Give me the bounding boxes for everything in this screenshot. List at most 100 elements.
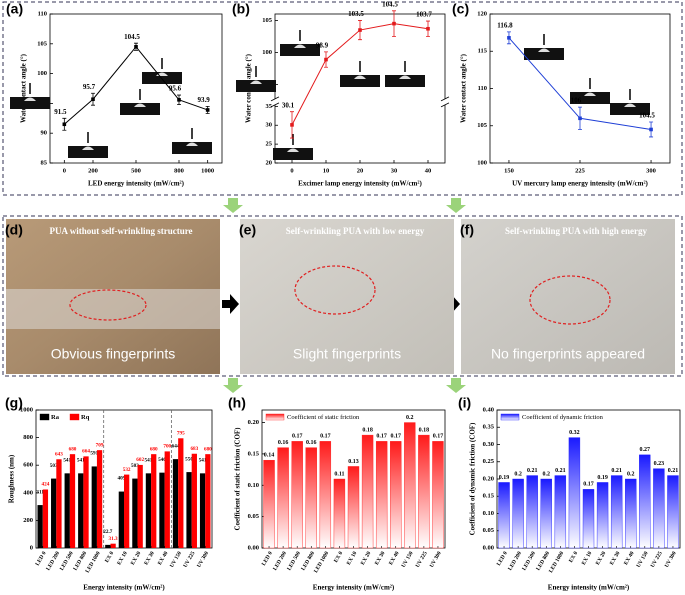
x-tick-label: UV 300	[429, 550, 443, 568]
x-tick-label: UV 300	[196, 550, 210, 568]
point	[358, 28, 362, 32]
value-label: 0.27	[640, 447, 651, 453]
value-label: 311	[36, 489, 44, 495]
value-label: 104.5	[382, 0, 398, 8]
fingerprint-highlight	[69, 289, 147, 321]
value-label: 680	[150, 446, 158, 452]
bar	[178, 438, 184, 548]
y-tick-label: 0.05	[248, 513, 260, 520]
bar	[164, 451, 170, 548]
y-tick-label: 105	[37, 40, 48, 47]
value-label: 93.9	[198, 96, 211, 104]
bar	[42, 489, 49, 548]
x-axis-label: Energy intensity (mW/cm²)	[548, 584, 630, 592]
value-label: 0.21	[527, 468, 538, 474]
value-label: 0.17	[292, 434, 303, 440]
bar	[277, 447, 289, 549]
y-tick-label: 90	[41, 130, 48, 137]
y-tick-label: 100	[37, 70, 47, 77]
bar	[186, 472, 192, 548]
bar	[361, 434, 374, 549]
x-tick-label: EX 40	[157, 550, 170, 566]
value-label: 664	[82, 449, 90, 455]
bar	[526, 475, 538, 549]
x-tick-label: 1000	[201, 167, 214, 174]
value-label: 104.5	[124, 33, 140, 41]
value-label: 106	[571, 97, 582, 105]
point	[62, 122, 67, 127]
value-label: 0.14	[264, 453, 275, 459]
value-label: 0.17	[390, 434, 401, 440]
bar	[667, 475, 679, 549]
value-label: 104.5	[639, 112, 655, 120]
value-label: 0.18	[362, 427, 373, 433]
y-tick-label: 0.30	[483, 441, 494, 448]
value-label: 683	[190, 446, 198, 452]
x-tick-label: UV 150	[401, 550, 415, 568]
y-axis-label: Coefficient of static friction (COF)	[234, 427, 242, 531]
y-tick-label: 110	[478, 85, 487, 92]
panel-label: (h)	[228, 395, 246, 411]
y-tick-label: 0.10	[248, 482, 259, 489]
bar	[653, 468, 665, 549]
value-label: 0.2	[627, 471, 635, 477]
bar	[596, 482, 609, 549]
y-tick-label: 115	[478, 48, 488, 55]
y-axis-label: Roughness (nm)	[8, 454, 16, 503]
value-label: 550	[185, 456, 193, 462]
bar	[151, 454, 157, 548]
y-tick-label: 0.00	[248, 544, 259, 551]
x-tick-label: EX 10	[346, 550, 359, 566]
bar	[347, 466, 360, 549]
value-label: 98.9	[316, 41, 329, 49]
x-tick-label: EX 0	[568, 550, 579, 563]
point	[578, 116, 582, 121]
x-tick-label: 500	[131, 167, 141, 174]
y-tick-label: 120	[477, 10, 487, 17]
x-tick-label: 200	[88, 167, 98, 174]
value-label: 644	[172, 443, 180, 449]
bar	[390, 441, 402, 549]
bar	[132, 478, 138, 548]
glass-slide	[6, 289, 220, 329]
value-label: 30.1	[282, 101, 295, 109]
x-tick-label: EX 10	[581, 550, 594, 566]
y-tick-label: 0.20	[248, 419, 259, 426]
y-tick-label: 1000	[20, 406, 33, 413]
photo-caption: PUA without self-wrinkling structure	[49, 226, 192, 236]
x-axis-label: Energy intensity (mW/cm²)	[83, 584, 165, 592]
value-label: 0.13	[348, 459, 359, 465]
point	[649, 127, 653, 132]
x-tick-label: EX 40	[623, 550, 636, 566]
bar	[137, 464, 143, 548]
value-label: 0.11	[334, 471, 344, 477]
value-label: 541	[77, 458, 85, 464]
droplet	[287, 148, 299, 152]
x-tick-label: 300	[646, 167, 656, 174]
y-tick-label: 0.15	[248, 450, 260, 457]
y-tick-label: 0.20	[483, 475, 494, 482]
y-tick-label: 105	[262, 17, 273, 24]
bar	[191, 453, 197, 548]
droplet	[354, 75, 366, 79]
value-label: 0.21	[555, 468, 566, 474]
y-tick-label: 35	[266, 103, 273, 110]
fingerprint-highlight	[529, 275, 611, 325]
photo-result: No fingerprints appeared	[491, 346, 645, 362]
x-tick-label: UV 300	[664, 550, 678, 568]
value-label: 0.2	[543, 471, 551, 477]
value-label: 0.17	[320, 434, 331, 440]
point	[426, 26, 430, 31]
value-label: 0.18	[419, 427, 430, 433]
y-tick-label: 400	[23, 489, 33, 496]
value-label: 31.3	[109, 536, 118, 542]
bar	[124, 474, 130, 548]
bar	[96, 450, 103, 548]
droplet-image	[142, 72, 182, 84]
droplet	[250, 80, 262, 84]
value-label: 700	[163, 444, 171, 450]
y-tick-label: 0.40	[483, 406, 494, 413]
photo-caption: Self-wrinkling PUA with low energy	[286, 226, 425, 236]
droplet-image	[68, 146, 108, 158]
